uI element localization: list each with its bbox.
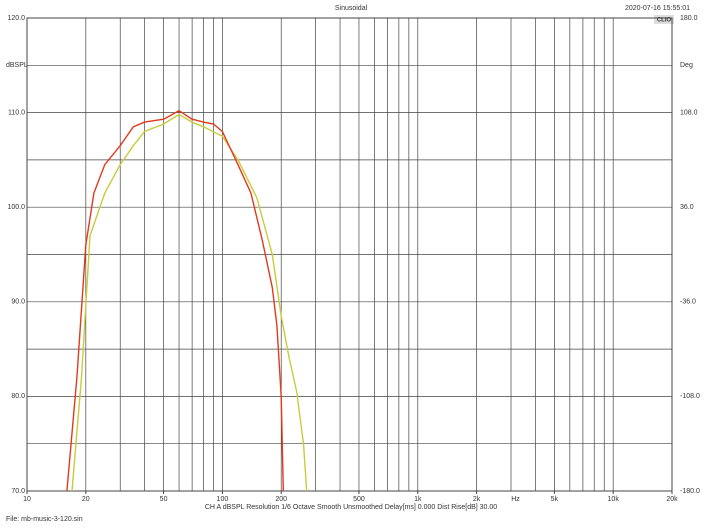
x-tick-label: 50	[160, 496, 168, 503]
data-line	[66, 109, 284, 492]
x-tick-label: 500	[353, 496, 365, 503]
brand: CLIO	[657, 18, 672, 24]
y-tick-label: 70.0	[11, 488, 25, 495]
y-tick-label: 90.0	[11, 299, 25, 306]
y2-tick-label: -36.0	[680, 299, 696, 306]
y-tick-label: 80.0	[11, 393, 25, 400]
y2-axis-label: Deg	[680, 62, 693, 69]
y-tick-label: 120.0	[7, 15, 25, 22]
y2-tick-label: -180.0	[680, 488, 700, 495]
data-line	[71, 113, 308, 492]
x-tick-label: 20k	[666, 496, 678, 503]
chart-title: Sinusoidal	[335, 5, 368, 12]
y2-tick-label: 108.0	[680, 109, 698, 116]
y-tick-label: 100.0	[7, 204, 25, 211]
y2-tick-label: -108.0	[680, 393, 700, 400]
x-tick-label: 5k	[551, 496, 559, 503]
x-tick-label: 10k	[608, 496, 620, 503]
footer: CH A dBSPL Resolution 1/6 Octave Smooth …	[205, 504, 497, 511]
x-tick-label: 200	[275, 496, 287, 503]
y2-tick-label: 36.0	[680, 204, 694, 211]
brand-badge	[654, 15, 674, 24]
x-unit: Hz	[511, 496, 520, 503]
y-tick-label: 110.0	[8, 109, 25, 116]
x-tick-label: 20	[82, 496, 90, 503]
x-tick-label: 1k	[414, 496, 422, 503]
file-name: File: mb-music-3-120.sin	[6, 516, 83, 523]
timestamp: 2020-07-16 15:55:01	[625, 5, 690, 12]
y2-tick-label: 180.0	[680, 15, 698, 22]
x-tick-label: 100	[217, 496, 229, 503]
x-tick-label: 2k	[473, 496, 481, 503]
x-tick-label: 10	[23, 496, 31, 503]
y-axis-label: dBSPL	[6, 62, 28, 69]
